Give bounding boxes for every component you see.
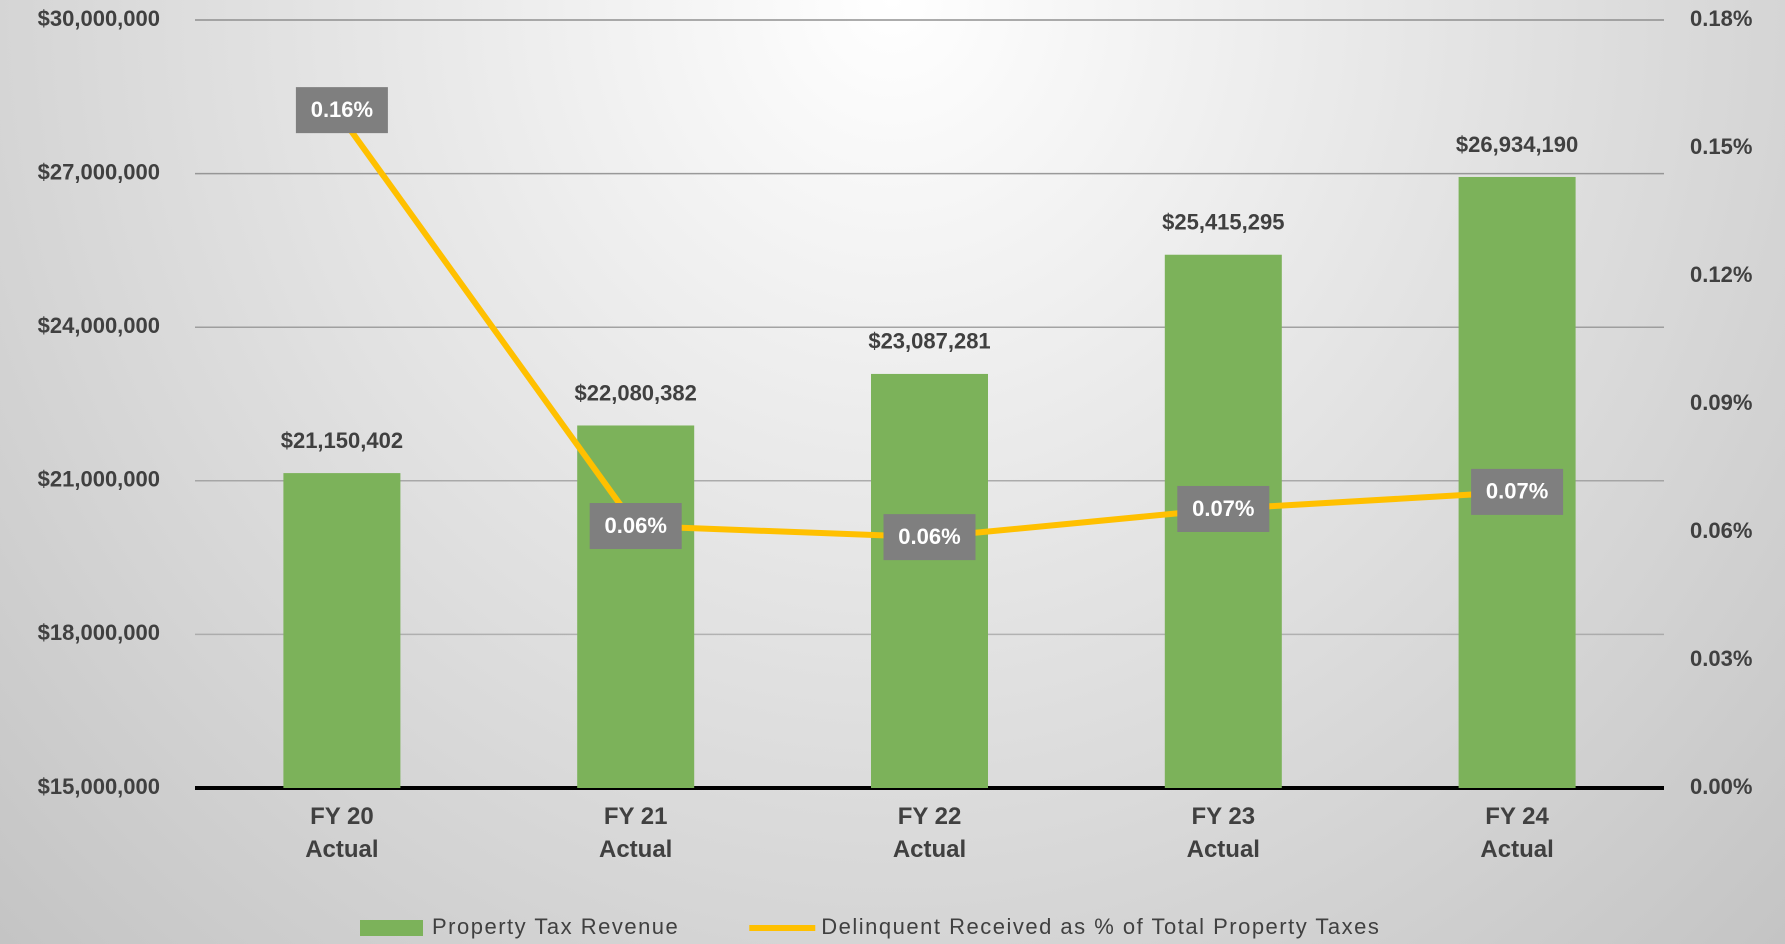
bar-value-label: $23,087,281 xyxy=(868,329,990,354)
bar-value-label: $25,415,295 xyxy=(1162,210,1284,235)
line-value-label: 0.07% xyxy=(1486,479,1548,504)
bar xyxy=(577,425,695,788)
value-label-box xyxy=(295,87,388,134)
y-tick-label: $30,000,000 xyxy=(38,6,160,31)
line-value-label: 0.06% xyxy=(898,524,960,549)
legend-label: Property Tax Revenue xyxy=(432,914,679,939)
y2-tick-label: 0.06% xyxy=(1690,518,1752,543)
x-tick-label: FY 22 Actual xyxy=(892,803,967,863)
x-tick-label: FY 21 Actual xyxy=(599,803,673,863)
bar-value-label: $26,934,190 xyxy=(1456,132,1578,157)
y2-tick-label: 0.12% xyxy=(1690,262,1752,287)
bar xyxy=(283,473,401,788)
bar xyxy=(871,373,988,788)
line-value-label: 0.06% xyxy=(605,513,667,538)
y2-tick-label: 0.15% xyxy=(1690,134,1752,159)
y-tick-label: $24,000,000 xyxy=(38,313,160,338)
value-label-box xyxy=(1471,468,1564,515)
legend-label: Delinquent Received as % of Total Proper… xyxy=(821,914,1380,939)
bar-value-label: $21,150,402 xyxy=(281,428,403,453)
x-tick-label: FY 20 Actual xyxy=(305,803,379,863)
x-tick-label: FY 23 Actual xyxy=(1186,803,1260,863)
y2-tick-label: 0.03% xyxy=(1690,646,1752,671)
value-label-box xyxy=(883,514,976,561)
value-label-box xyxy=(1177,485,1270,532)
y-tick-label: $18,000,000 xyxy=(38,620,160,645)
bar-value-label: $22,080,382 xyxy=(575,380,697,405)
y2-tick-label: 0.09% xyxy=(1690,390,1752,415)
y-tick-label: $27,000,000 xyxy=(38,159,160,184)
y2-tick-label: 0.18% xyxy=(1690,6,1752,31)
legend-swatch xyxy=(360,920,423,936)
x-tick-label: FY 24 Actual xyxy=(1480,803,1554,863)
y2-tick-label: 0.00% xyxy=(1690,774,1752,799)
y-tick-label: $15,000,000 xyxy=(38,774,160,799)
value-label-box xyxy=(589,503,682,550)
line-value-label: 0.07% xyxy=(1192,496,1254,521)
line-value-label: 0.16% xyxy=(311,97,373,122)
y-tick-label: $21,000,000 xyxy=(38,467,160,492)
